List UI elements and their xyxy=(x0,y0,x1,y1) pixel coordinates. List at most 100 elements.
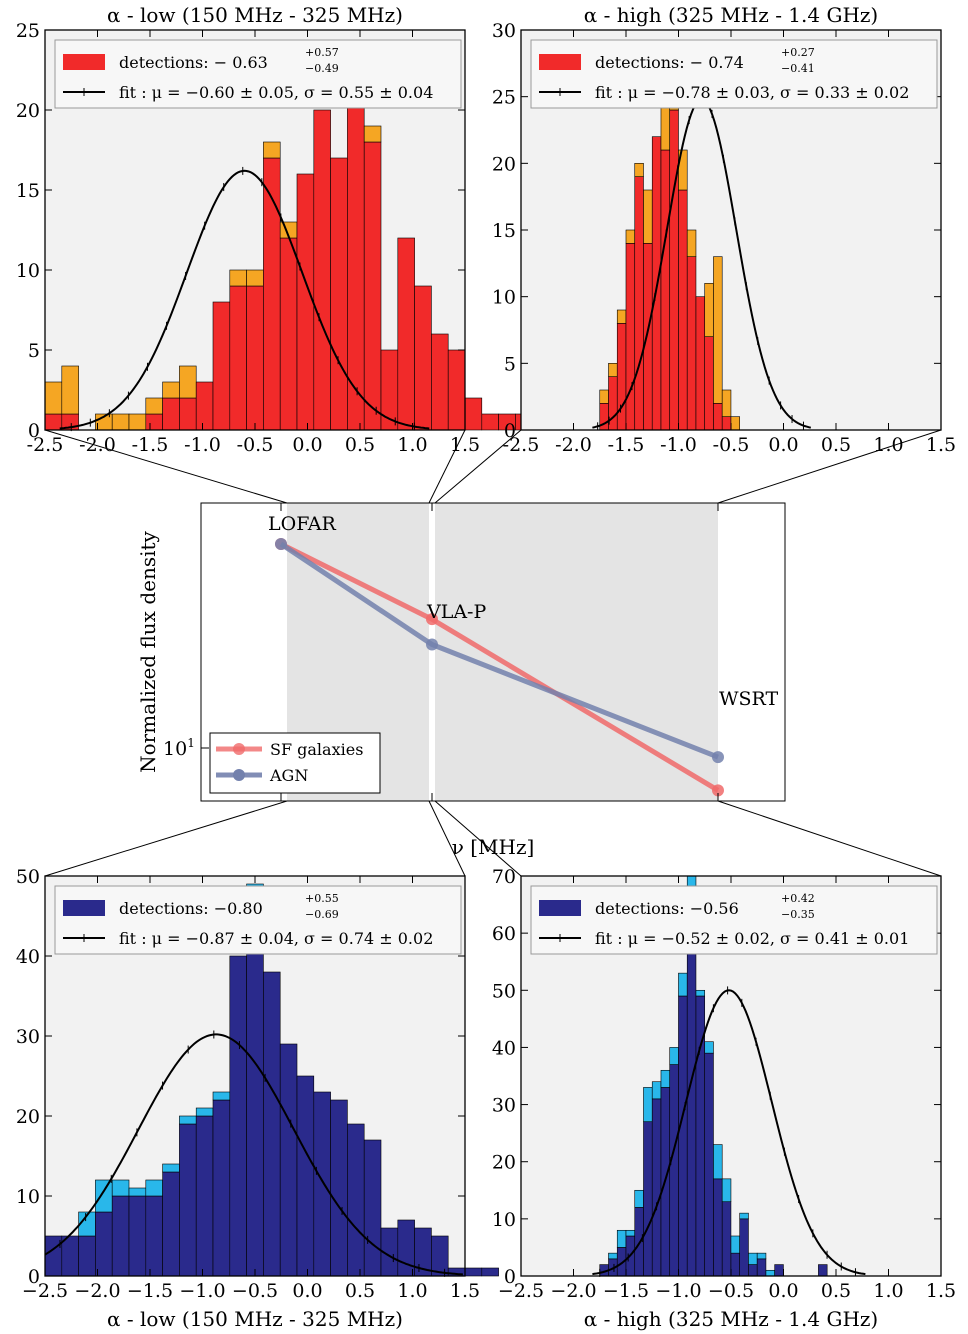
histogram-bar-extra xyxy=(695,989,706,997)
histogram-bar-extra xyxy=(61,365,79,415)
x-tick-label: 1.5 xyxy=(926,1280,956,1302)
connector-line xyxy=(434,800,522,877)
x-tick-label: -1.5 xyxy=(608,434,645,456)
legend-box xyxy=(530,885,938,955)
histogram-bar-detections xyxy=(721,1201,732,1277)
histogram-bar-detections xyxy=(78,1235,96,1277)
histogram-bar-detections xyxy=(347,1123,365,1277)
site-label-lofar: LOFAR xyxy=(268,513,336,535)
legend-detections-sub: −0.49 xyxy=(305,62,339,75)
sed-point xyxy=(426,638,438,651)
histogram-bar-detections xyxy=(263,971,281,1277)
histogram-bar-detections xyxy=(279,237,298,431)
histogram-bar-detections xyxy=(704,336,714,431)
y-tick-label: 50 xyxy=(16,866,40,888)
histogram-bar-detections xyxy=(279,1043,298,1277)
histogram-bar-detections xyxy=(447,349,466,431)
histogram-bar-detections xyxy=(686,256,697,431)
histogram-bar-detections xyxy=(296,173,315,431)
histogram-bar-detections xyxy=(651,1098,662,1277)
histogram-bar-extra xyxy=(111,1179,130,1197)
x-tick-label: -1.5 xyxy=(132,434,169,456)
x-tick-label: 1.0 xyxy=(873,434,903,456)
y-tick-label: 60 xyxy=(492,923,516,945)
legend-swatch-detections xyxy=(63,54,105,70)
y-tick-label: 10 xyxy=(492,287,516,309)
x-tick-label: 1.5 xyxy=(450,1280,480,1302)
histogram-bar-detections xyxy=(660,149,671,431)
histogram-bar-detections xyxy=(111,1195,130,1277)
histogram-bar-detections xyxy=(748,1264,758,1277)
histogram-bar-extra xyxy=(643,189,653,244)
x-tick-label: 0.5 xyxy=(345,434,375,456)
histogram-bar-extra xyxy=(179,365,197,399)
x-tick-label: -1.0 xyxy=(660,434,697,456)
y-tick-label: 5 xyxy=(504,353,516,375)
sed-point xyxy=(712,751,724,764)
legend-detections-label: detections: −0.56 xyxy=(595,899,739,918)
x-tick-label: -1.0 xyxy=(184,434,221,456)
histogram-bar-detections xyxy=(481,1267,499,1277)
sf-low-title: α - low (150 MHz - 325 MHz) xyxy=(107,3,403,27)
histogram-bar-extra xyxy=(616,309,627,324)
histogram-bar-extra xyxy=(721,1178,732,1203)
x-tick-label: −1.5 xyxy=(603,1280,649,1302)
sed-point xyxy=(275,538,287,550)
histogram-bar-extra xyxy=(748,1252,758,1265)
site-label-wsrt: WSRT xyxy=(719,688,779,710)
x-tick-label: 0.5 xyxy=(821,434,851,456)
histogram-bar-extra xyxy=(608,1252,618,1260)
y-tick-label: 0 xyxy=(504,1266,516,1288)
histogram-bar-extra xyxy=(44,381,63,415)
x-tick-label: −1.5 xyxy=(127,1280,173,1302)
legend-detections-label: detections: −0.80 xyxy=(119,899,263,918)
histogram-bar-extra xyxy=(246,269,264,287)
legend-detections-sup: +0.57 xyxy=(305,46,339,59)
x-tick-label: 1.0 xyxy=(873,1280,903,1302)
sed-legend-agn-label: AGN xyxy=(269,766,308,785)
histogram-bar-extra xyxy=(162,1163,180,1173)
histogram-bar-detections xyxy=(774,1264,784,1277)
histogram-bar-detections xyxy=(625,243,636,431)
x-tick-label: 0.0 xyxy=(292,1280,322,1302)
histogram-bar-extra xyxy=(625,229,636,244)
histogram-bar-extra xyxy=(713,1144,723,1180)
histogram-bar-detections xyxy=(397,237,415,431)
histogram-bar-detections xyxy=(229,285,247,431)
y-tick-label: 10 xyxy=(492,1209,516,1231)
histogram-bar-detections xyxy=(145,413,163,431)
sed-band-high xyxy=(435,503,718,801)
y-tick-label: 0 xyxy=(504,420,516,442)
legend-box xyxy=(54,885,462,955)
x-tick-label: -2.5 xyxy=(27,434,64,456)
y-tick-label: 20 xyxy=(492,153,516,175)
histogram-bar-extra xyxy=(625,1229,636,1237)
sed-ytick-label: 101 xyxy=(163,736,195,760)
histogram-bar-detections xyxy=(739,1218,749,1277)
histogram-bar-detections xyxy=(61,1235,79,1277)
histogram-bar-detections xyxy=(179,1123,197,1277)
histogram-bar-detections xyxy=(162,1171,180,1277)
x-tick-label: 1.5 xyxy=(926,434,956,456)
x-tick-label: −2.0 xyxy=(550,1280,596,1302)
histogram-bar-extra xyxy=(212,1091,231,1101)
legend-detections-sub: −0.69 xyxy=(305,908,339,921)
histogram-bar-detections xyxy=(179,397,197,431)
legend-fit-label: fit : μ = −0.52 ± 0.02, σ = 0.41 ± 0.01 xyxy=(595,929,909,948)
histogram-bar-detections xyxy=(616,323,627,431)
sed-point xyxy=(426,613,438,626)
histogram-bar-extra xyxy=(263,141,281,159)
histogram-bar-detections xyxy=(643,1121,653,1277)
legend-detections-sup: +0.42 xyxy=(781,892,815,905)
x-tick-label: 1.0 xyxy=(397,1280,427,1302)
x-tick-label: −2.0 xyxy=(74,1280,120,1302)
histogram-bar-detections xyxy=(686,927,697,1277)
legend-detections-label: detections: − 0.74 xyxy=(595,53,744,72)
y-tick-label: 10 xyxy=(16,260,40,282)
legend-detections-label: detections: − 0.63 xyxy=(119,53,268,72)
histogram-agn-low: −2.5 −2.0 −1.5 −1.0 −0.5 0.0 0.5 1.0 1.5 0 10 20 30 4… xyxy=(16,866,499,1302)
y-tick-label: 0 xyxy=(28,420,40,442)
x-tick-label: -2.5 xyxy=(503,434,540,456)
histogram-bar-detections xyxy=(246,285,264,431)
